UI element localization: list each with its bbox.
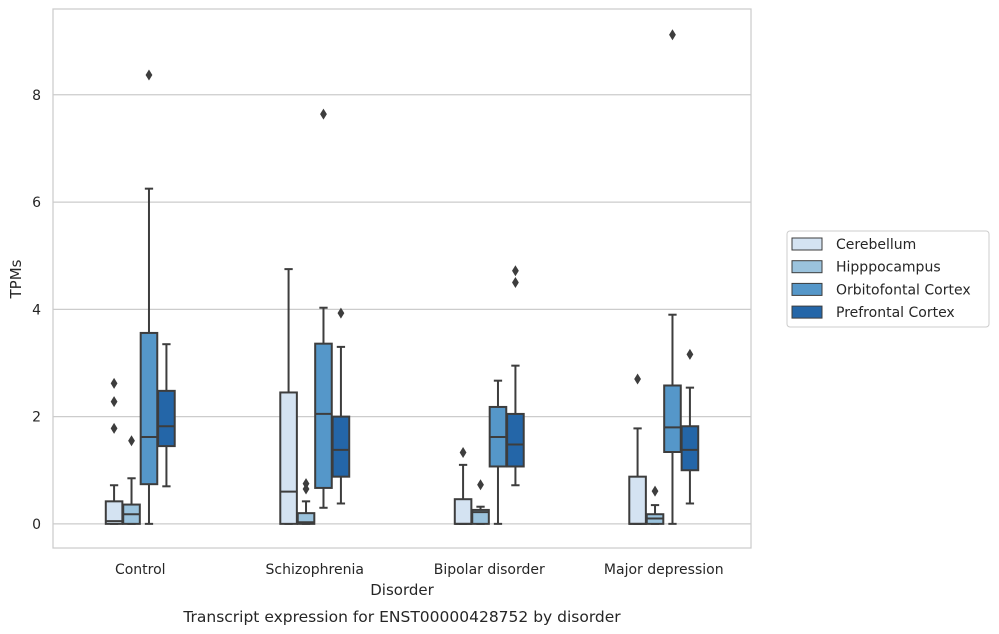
box-group (680, 348, 700, 505)
box-group (157, 343, 176, 488)
box-group (279, 268, 298, 525)
outlier-point (337, 307, 345, 319)
box (680, 425, 700, 472)
box (663, 384, 682, 453)
box-group (471, 479, 490, 525)
outlier-point (302, 478, 310, 490)
box-group (488, 379, 508, 525)
outlier-point (320, 108, 327, 120)
outlier-point (651, 485, 659, 497)
legend-label: Orbitofontal Cortex (836, 282, 971, 298)
x-tick-labels: Control Schizophrenia Bipolar disorder Majo… (115, 562, 724, 578)
legend-label: Hipppocampus (836, 260, 941, 276)
box (314, 342, 333, 489)
legend-swatch (791, 282, 823, 296)
outlier-point (512, 265, 519, 277)
legend: Cerebellum Hipppocampus Orbitofontal Corte… (786, 230, 990, 328)
box-group (663, 29, 682, 525)
y-tick-label: 0 (32, 517, 41, 533)
outlier-point (110, 422, 118, 434)
box (157, 389, 176, 448)
box (453, 498, 473, 525)
plot-frame (52, 8, 752, 549)
box-group (331, 307, 351, 505)
box-group (628, 373, 647, 525)
x-tick-label: Control (115, 562, 166, 578)
box-group (645, 485, 665, 525)
legend-label: Cerebellum (836, 237, 916, 253)
legend-swatch (791, 260, 823, 274)
x-tick-label: Bipolar disorder (434, 562, 545, 578)
box (471, 508, 490, 525)
y-tick-labels: 0 2 4 6 8 (32, 88, 41, 533)
box-group (314, 108, 333, 509)
y-tick-label: 6 (32, 195, 41, 211)
box (139, 331, 159, 486)
outlier-point (477, 479, 484, 491)
legend-swatch (791, 237, 823, 251)
outlier-point (634, 373, 641, 385)
box (506, 412, 525, 468)
chart-caption: Transcript expression for ENST0000042875… (182, 608, 621, 626)
box (279, 391, 298, 525)
box-group (104, 377, 124, 525)
x-axis-label: Disorder (370, 581, 434, 599)
outlier-point (686, 348, 694, 360)
box (331, 415, 351, 478)
outlier-point (669, 29, 676, 41)
box-group (139, 69, 159, 525)
box (628, 475, 647, 525)
outlier-point (128, 435, 135, 447)
outlier-point (110, 396, 118, 408)
y-tick-label: 8 (32, 88, 41, 104)
box-group (296, 478, 316, 525)
legend-frame (786, 230, 990, 328)
y-axis-label: TPMs (7, 259, 25, 299)
x-tick-label: Major depression (604, 562, 724, 578)
x-tick-label: Schizophrenia (266, 562, 364, 578)
outlier-point (512, 277, 519, 289)
plot-marks (104, 29, 700, 525)
y-tick-label: 2 (32, 410, 41, 426)
outlier-point (145, 69, 153, 81)
outlier-point (110, 377, 118, 389)
outlier-point (459, 447, 467, 459)
y-tick-label: 4 (32, 302, 41, 318)
box-group (122, 435, 141, 525)
legend-swatch (791, 305, 823, 319)
legend-label: Prefrontal Cortex (836, 305, 955, 321)
box (296, 512, 316, 525)
box-group (506, 265, 525, 487)
